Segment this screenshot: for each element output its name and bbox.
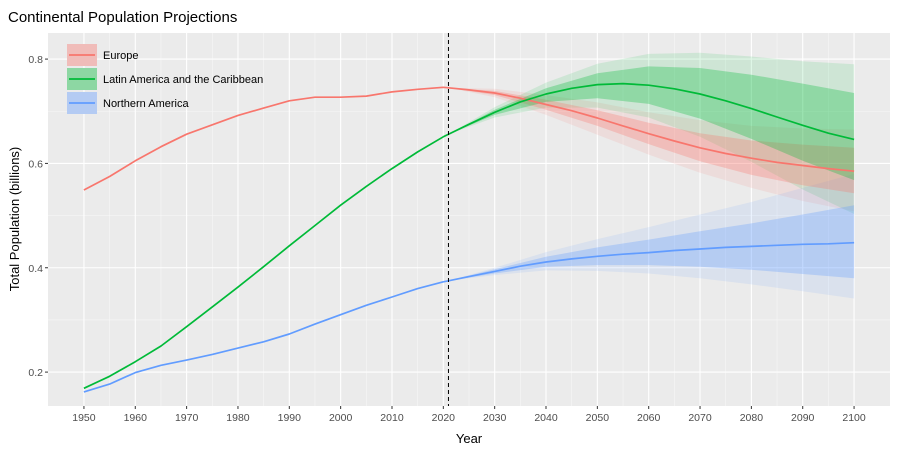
legend-label: Latin America and the Caribbean — [103, 74, 263, 86]
x-tick-label: 2020 — [432, 412, 456, 424]
x-tick-label: 1950 — [72, 412, 96, 424]
x-tick-label: 2030 — [483, 412, 507, 424]
line-series-2 — [83, 241, 855, 393]
band95-series-0 — [448, 87, 855, 212]
y-tick-label: 0.2 — [28, 367, 43, 379]
y-tick-label: 0.8 — [28, 54, 43, 66]
x-tick-label: 2100 — [842, 412, 866, 424]
x-tick-label: 1970 — [175, 412, 199, 424]
x-axis-ticks: 1950 1960 1970 1980 1990 2000 2010 2020 2030 2040… — [72, 406, 866, 424]
x-tick-label: 1980 — [226, 412, 250, 424]
band80-series-0 — [448, 87, 855, 194]
band80-series-1 — [448, 66, 855, 181]
legend-label: Northern America — [103, 98, 189, 110]
chart-title: Continental Population Projections — [8, 9, 237, 26]
x-tick-label: 2050 — [586, 412, 610, 424]
y-axis-title: Total Population (billions) — [7, 147, 22, 292]
x-tick-label: 2090 — [791, 412, 815, 424]
y-tick-label: 0.6 — [28, 158, 43, 170]
x-tick-label: 2000 — [329, 412, 353, 424]
x-tick-label: 2060 — [637, 412, 661, 424]
x-tick-label: 2040 — [534, 412, 558, 424]
x-tick-label: 2070 — [688, 412, 712, 424]
y-tick-label: 0.4 — [28, 263, 43, 275]
line-series-1 — [83, 82, 855, 390]
legend-label: Europe — [103, 50, 138, 62]
x-tick-label: 1990 — [278, 412, 302, 424]
x-tick-label: 1960 — [124, 412, 148, 424]
x-axis-title: Year — [456, 431, 483, 446]
x-tick-label: 2010 — [380, 412, 404, 424]
legend: Europe Latin America and the Caribbean Nor… — [67, 44, 263, 114]
line-series-0 — [83, 86, 855, 191]
y-axis-ticks: 0.2 0.4 0.6 0.8 — [28, 54, 48, 379]
series-lines — [83, 82, 855, 393]
gridlines — [48, 33, 890, 406]
band95-series-2 — [448, 173, 855, 299]
x-tick-label: 2080 — [740, 412, 764, 424]
